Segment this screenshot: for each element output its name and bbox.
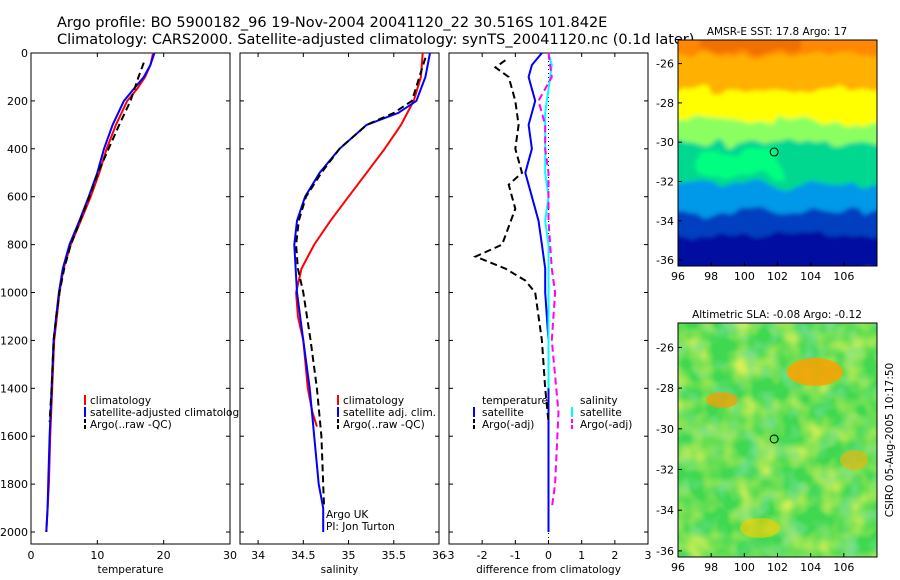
legend-entry: climatology [90, 395, 151, 407]
legend-entry: satellite [482, 407, 524, 419]
legend-entry: satellite-adjusted climatology [90, 407, 245, 419]
x-tick-label: 35.5 [382, 549, 407, 562]
y-tick-label: -26 [656, 341, 674, 354]
plot-area [239, 52, 440, 545]
argo-location-marker [769, 147, 779, 157]
legend-entry: satellite [580, 407, 622, 419]
sla-map: Altimetric SLA: -0.08 Argo: -0.12 96 98 10… [656, 309, 878, 574]
x-tick-label: 104 [800, 270, 821, 283]
x-tick-label: 104 [800, 561, 821, 574]
x-tick-label: 106 [833, 270, 854, 283]
x-tick-label: 98 [704, 561, 718, 574]
x-tick-label: 0 [28, 549, 35, 562]
profile-panel-1: 0 10 20 30 0 200 400 600 800 1000 1200 1400 1600 1800… [0, 47, 245, 576]
annotation-text: PI: Jon Turton [326, 521, 395, 533]
y-tick-label: -36 [656, 545, 674, 558]
profile-panels: 0 10 20 30020040060080010001200140016001800… [0, 47, 652, 576]
y-tick-label: 1600 [0, 430, 28, 443]
y-tick-label: 800 [7, 239, 28, 252]
x-tick-label: 3 [645, 549, 652, 562]
series-line-4 [537, 52, 560, 509]
series-line-3 [48, 62, 145, 422]
y-tick-label: 1200 [0, 334, 28, 347]
legend-entry: Argo(..raw -QC) [90, 419, 172, 431]
x-tick-label: 96 [671, 561, 685, 574]
y-tick-label: 600 [7, 191, 28, 204]
sst-map-title: AMSR-E SST: 17.8 Argo: 17 [707, 26, 847, 38]
csiro-timestamp: CSIRO 05-Aug-2005 10:17:50 [884, 363, 896, 517]
series-line-2 [293, 52, 431, 532]
plot-area [30, 52, 231, 545]
header-line1: Argo profile: BO 5900182_96 19-Nov-2004 … [57, 15, 607, 31]
x-tick-label: 36 [432, 549, 446, 562]
series-line-2 [45, 52, 156, 533]
x-tick-label: -3 [444, 549, 455, 562]
x-tick-label: -2 [477, 549, 488, 562]
y-tick-label: 200 [7, 95, 28, 108]
x-tick-label: 2 [611, 549, 618, 562]
profile-panel-2: 34 34.5 35 35.5 36 salinity climatologysatelli… [239, 52, 446, 576]
legend-entry: climatology [343, 395, 404, 407]
argo-location-marker [769, 434, 779, 444]
series-line-3 [295, 57, 427, 509]
x-axis-label: salinity [321, 564, 359, 576]
sla-map-title: Altimetric SLA: -0.08 Argo: -0.12 [692, 309, 862, 321]
x-tick-label: 100 [734, 270, 755, 283]
legend-group-title: temperature [482, 395, 548, 407]
y-tick-label: -32 [656, 464, 674, 477]
x-tick-label: 34.5 [291, 549, 316, 562]
y-tick-label: -26 [656, 58, 674, 71]
legend-entry: satellite adj. clim. [343, 407, 436, 419]
x-tick-label: 20 [157, 549, 171, 562]
x-tick-label: 102 [767, 561, 788, 574]
x-tick-label: 106 [833, 561, 854, 574]
x-tick-label: 98 [704, 270, 718, 283]
y-tick-label: -34 [656, 504, 674, 517]
y-tick-label: -28 [656, 382, 674, 395]
y-tick-label: 1800 [0, 478, 28, 491]
legend-entry: Argo(-adj) [580, 419, 632, 431]
x-tick-label: 0 [545, 549, 552, 562]
series-line-1 [524, 52, 550, 532]
x-tick-label: 30 [223, 549, 237, 562]
y-tick-label: -36 [656, 254, 674, 267]
x-tick-label: 96 [671, 270, 685, 283]
legend-entry: Argo(..raw -QC) [343, 419, 425, 431]
series-line-2 [472, 59, 550, 422]
y-tick-label: 400 [7, 143, 28, 156]
y-tick-label: 2000 [0, 526, 28, 539]
y-tick-label: 1400 [0, 382, 28, 395]
y-tick-label: -28 [656, 97, 674, 110]
y-tick-label: -32 [656, 175, 674, 188]
annotation-text: Argo UK [326, 509, 369, 521]
series-line-3 [544, 52, 553, 389]
x-tick-label: 1 [578, 549, 585, 562]
header-line2: Climatology: CARS2000. Satellite-adjuste… [57, 32, 694, 48]
x-tick-label: -1 [510, 549, 521, 562]
y-tick-label: -34 [656, 215, 674, 228]
x-tick-label: 102 [767, 270, 788, 283]
profile-panel-3: -3 -2 -1 0 1 2 3 difference from climatology tem… [444, 52, 652, 576]
y-tick-label: -30 [656, 423, 674, 436]
y-tick-label: 1000 [0, 287, 28, 300]
x-axis-label: difference from climatology [476, 564, 621, 576]
y-tick-label: 0 [21, 47, 28, 60]
y-tick-label: -30 [656, 136, 674, 149]
x-tick-label: 35 [342, 549, 356, 562]
sst-map: AMSR-E SST: 17.8 Argo: 17 96 98 100 102 104 1… [656, 26, 878, 283]
legend-group-title: salinity [580, 395, 618, 407]
x-axis-label: temperature [98, 564, 164, 576]
legend-entry: Argo(-adj) [482, 419, 534, 431]
x-tick-label: 34 [251, 549, 265, 562]
x-tick-label: 100 [734, 561, 755, 574]
x-tick-label: 10 [90, 549, 104, 562]
